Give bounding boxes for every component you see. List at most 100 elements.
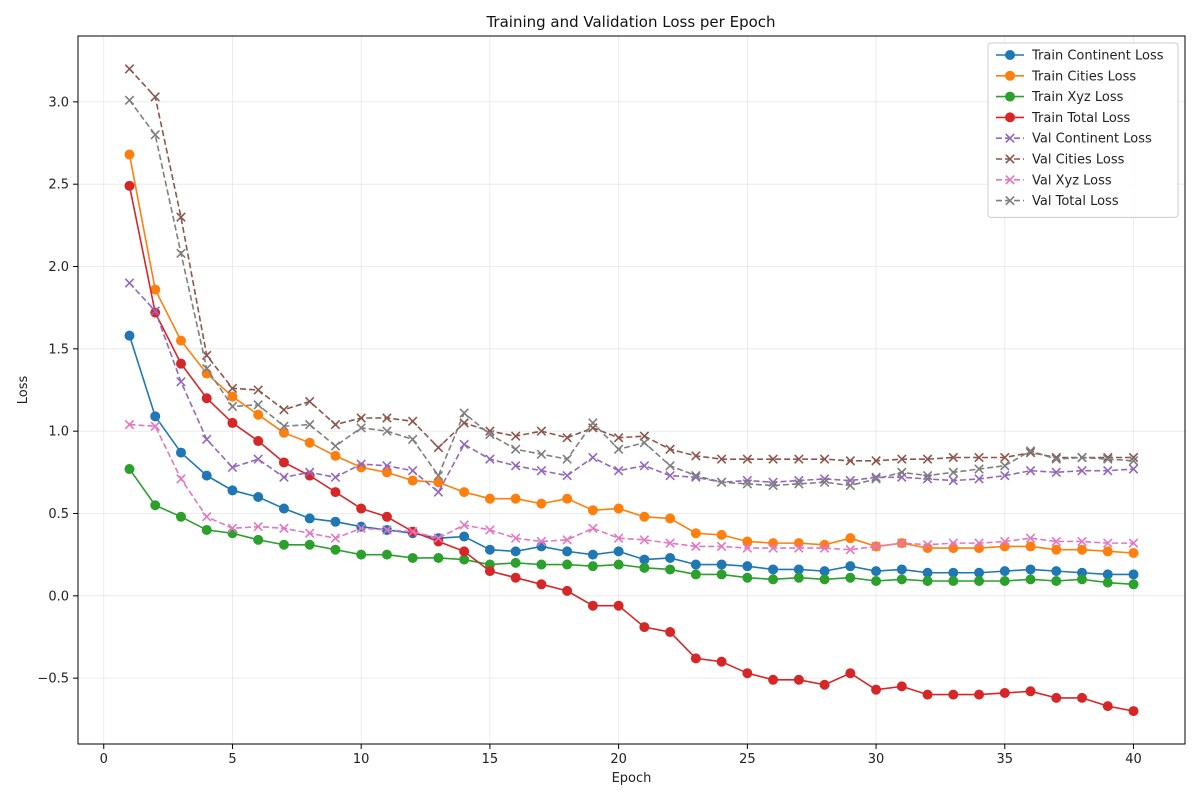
data-point [536,465,547,476]
data-point [665,444,675,455]
chart-title: Training and Validation Loss per Epoch [485,13,775,31]
data-point [922,470,933,481]
y-tick-label: 1.5 [48,342,69,357]
data-point [819,477,830,487]
data-point [562,454,572,464]
data-point [999,566,1010,577]
data-point [793,564,804,575]
data-point [562,585,573,596]
series-line [128,154,1134,554]
data-point [742,536,753,547]
data-point [304,437,315,448]
legend-entry: Train Continent Loss [996,49,1164,64]
data-point [922,454,933,464]
data-point [613,600,624,611]
data-point [536,426,547,436]
data-point [433,487,444,497]
data-point [999,687,1010,698]
data-point [330,487,341,498]
data-point [253,521,263,532]
data-point [897,467,907,478]
data-point [279,472,289,483]
legend-label: Val Total Loss [1032,194,1119,209]
data-point [691,470,701,481]
data-point [330,450,341,461]
data-point [845,561,856,572]
x-tick-label: 0 [100,752,108,767]
data-point [150,411,161,422]
y-tick-label: −0.5 [37,672,69,687]
data-point [227,401,238,412]
series-line [128,68,1134,462]
data-point [588,418,598,428]
data-point [304,539,315,550]
legend: Train Continent Loss Train Cities Loss Tra… [987,42,1179,218]
data-point [1102,701,1113,712]
data-point [536,498,547,509]
data-point [176,248,186,259]
data-point [150,500,161,511]
data-point [510,546,521,557]
data-point [974,464,984,474]
series-train-continent-loss [124,330,1139,580]
data-point [922,575,933,586]
legend-box [987,42,1179,218]
data-point [948,475,959,486]
data-point [690,528,701,539]
data-point [1025,465,1036,476]
data-point [922,540,933,550]
data-point [433,470,444,481]
data-point [1128,464,1139,474]
series-val-cities-loss [124,64,1139,466]
data-point [562,493,573,504]
data-point [124,464,135,475]
y-tick-label: 1.0 [48,425,69,440]
axis-ticks: 0 5 10 15 20 25 30 35 40 −0.5 0.0 0.5 1.0 1.5 2.0 2.5 3.… [37,95,1141,767]
data-point [201,363,212,374]
data-point [665,460,675,471]
data-point [536,541,547,552]
data-point [639,535,650,545]
data-point [356,459,366,469]
data-point [999,575,1010,586]
data-point [1128,579,1139,590]
data-point [1077,536,1087,547]
data-point [742,543,753,553]
data-point [201,512,212,522]
data-point [562,546,573,557]
legend-entry: Train Total Loss [996,111,1131,126]
data-point [1000,452,1010,463]
data-point [1102,546,1113,557]
data-point [1103,452,1113,463]
series-line [129,423,1134,551]
legend-marker [1005,70,1015,81]
data-point [1000,536,1010,547]
data-point [665,564,676,575]
data-point [510,444,521,455]
data-point [1025,533,1036,543]
data-point [922,567,933,578]
data-point [279,523,289,534]
y-tick-label: 3.0 [48,95,69,110]
data-point [253,385,263,395]
legend-marker [1005,154,1015,164]
x-tick-label: 20 [610,752,627,767]
data-point [948,575,959,586]
data-point [1025,447,1036,458]
data-point [974,575,985,586]
data-point [407,475,418,486]
data-point [896,564,907,575]
x-tick-label: 15 [482,752,499,767]
data-point [124,64,135,74]
data-point [794,543,804,553]
data-point [1025,564,1036,575]
data-point [768,564,779,575]
data-point [381,549,392,560]
data-point [1051,536,1062,547]
legend-entry: Train Cities Loss [996,69,1136,84]
data-point [768,574,779,585]
data-point [510,533,521,543]
data-point [124,278,135,288]
data-point [793,572,804,583]
legend-marker [1005,91,1015,102]
